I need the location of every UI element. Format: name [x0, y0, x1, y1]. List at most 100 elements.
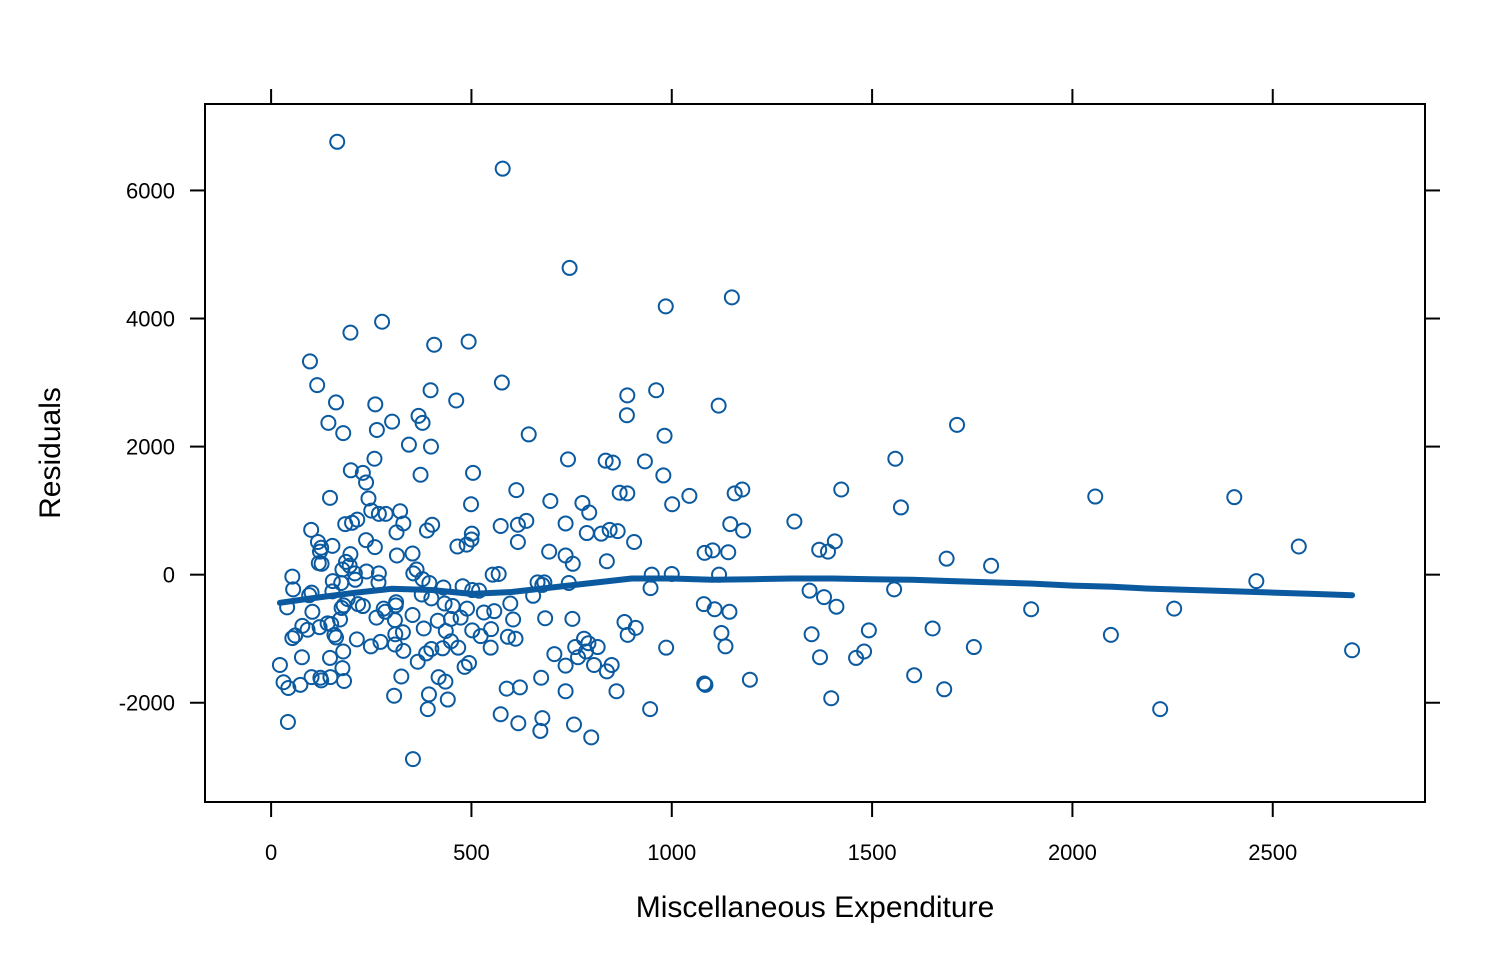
scatter-point — [508, 482, 525, 499]
scatter-point — [734, 481, 751, 498]
scatter-point — [801, 582, 818, 599]
scatter-point — [509, 516, 526, 533]
scatter-point — [366, 539, 383, 556]
scatter-point — [388, 547, 405, 564]
scatter-point — [363, 502, 380, 519]
scatter-point — [449, 538, 466, 555]
scatter-point — [557, 657, 574, 674]
scatter-point — [486, 603, 503, 620]
scatter-point — [608, 683, 625, 700]
scatter-point — [597, 452, 614, 469]
scatter-point — [377, 505, 394, 522]
x-axis-title: Miscellaneous Expenditure — [636, 891, 995, 924]
scatter-point — [482, 639, 499, 656]
scatter-point — [741, 671, 758, 688]
scatter-point — [387, 626, 404, 643]
scatter-point — [370, 505, 387, 522]
scatter-point — [448, 392, 465, 409]
scatter-point — [1023, 601, 1040, 618]
scatter-point — [696, 675, 713, 692]
scatter-point — [493, 374, 510, 391]
scatter-point — [313, 555, 330, 572]
scatter-point — [279, 713, 296, 730]
scatter-point — [811, 541, 828, 558]
scatter-point — [502, 595, 519, 612]
scatter-point — [394, 624, 411, 641]
scatter-point — [284, 630, 301, 647]
y-tick-label: 0 — [163, 563, 175, 588]
scatter-point — [518, 512, 535, 529]
scatter-point — [1102, 626, 1119, 643]
scatter-point — [386, 687, 403, 704]
scatter-point — [322, 649, 339, 666]
scatter-point — [311, 543, 328, 560]
scatter-point — [938, 550, 955, 567]
scatter-point — [655, 467, 672, 484]
scatter-point — [456, 658, 473, 675]
scatter-point — [541, 543, 558, 560]
scatter-point — [358, 474, 375, 491]
axis-ticks — [190, 89, 1440, 817]
scatter-point — [557, 515, 574, 532]
scatter-point — [450, 639, 467, 656]
scatter-point — [418, 645, 435, 662]
scatter-point — [437, 673, 454, 690]
scatter-point — [358, 563, 375, 580]
x-tick-label: 1500 — [848, 840, 897, 865]
scatter-point — [812, 649, 829, 666]
scatter-point — [627, 619, 644, 636]
scatter-point — [374, 313, 391, 330]
scatter-point — [293, 649, 310, 666]
y-tick-label: -2000 — [119, 691, 175, 716]
scatter-point — [463, 525, 480, 542]
x-tick-label: 1000 — [647, 840, 696, 865]
scatter-point — [601, 521, 618, 538]
scatter-point — [816, 589, 833, 606]
scatter-point — [464, 582, 481, 599]
scatter-point — [593, 525, 610, 542]
scatter-point — [887, 450, 904, 467]
scatter-point — [342, 462, 359, 479]
scatter-points — [271, 133, 1361, 768]
scatter-point — [546, 646, 563, 663]
scatter-point — [484, 566, 501, 583]
scatter-point — [338, 553, 355, 570]
scatter-point — [664, 496, 681, 513]
scatter-point — [404, 607, 421, 624]
scatter-point — [342, 546, 359, 563]
scatter-point — [1166, 600, 1183, 617]
scatter-point — [681, 487, 698, 504]
scatter-point — [696, 544, 713, 561]
scatter-point — [452, 609, 469, 626]
scatter-point — [949, 416, 966, 433]
scatter-point — [534, 710, 551, 727]
scatter-point — [965, 639, 982, 656]
scatter-point — [720, 544, 737, 561]
scatter-point — [648, 382, 665, 399]
scatter-point — [511, 679, 528, 696]
scatter-point — [1226, 489, 1243, 506]
scatter-point — [284, 568, 301, 585]
scatter-point — [1152, 701, 1169, 718]
scatter-point — [561, 259, 578, 276]
scatter-point — [924, 620, 941, 637]
scatter-point — [642, 701, 659, 718]
scatter-point — [619, 485, 636, 502]
scatter-point — [564, 610, 581, 627]
scatter-point — [368, 421, 385, 438]
scatter-point — [803, 626, 820, 643]
smooth-curve-group — [276, 575, 1356, 606]
scatter-point — [564, 555, 581, 572]
scatter-point — [465, 464, 482, 481]
y-tick-label: 6000 — [126, 178, 175, 203]
scatter-point — [510, 715, 527, 732]
scatter-point — [721, 603, 738, 620]
scatter-point — [304, 603, 321, 620]
scatter-point — [419, 701, 436, 718]
scatter-point — [559, 451, 576, 468]
scatter-point — [346, 565, 363, 582]
scatter-point — [820, 543, 837, 560]
scatter-point — [717, 638, 734, 655]
scatter-point — [422, 438, 439, 455]
